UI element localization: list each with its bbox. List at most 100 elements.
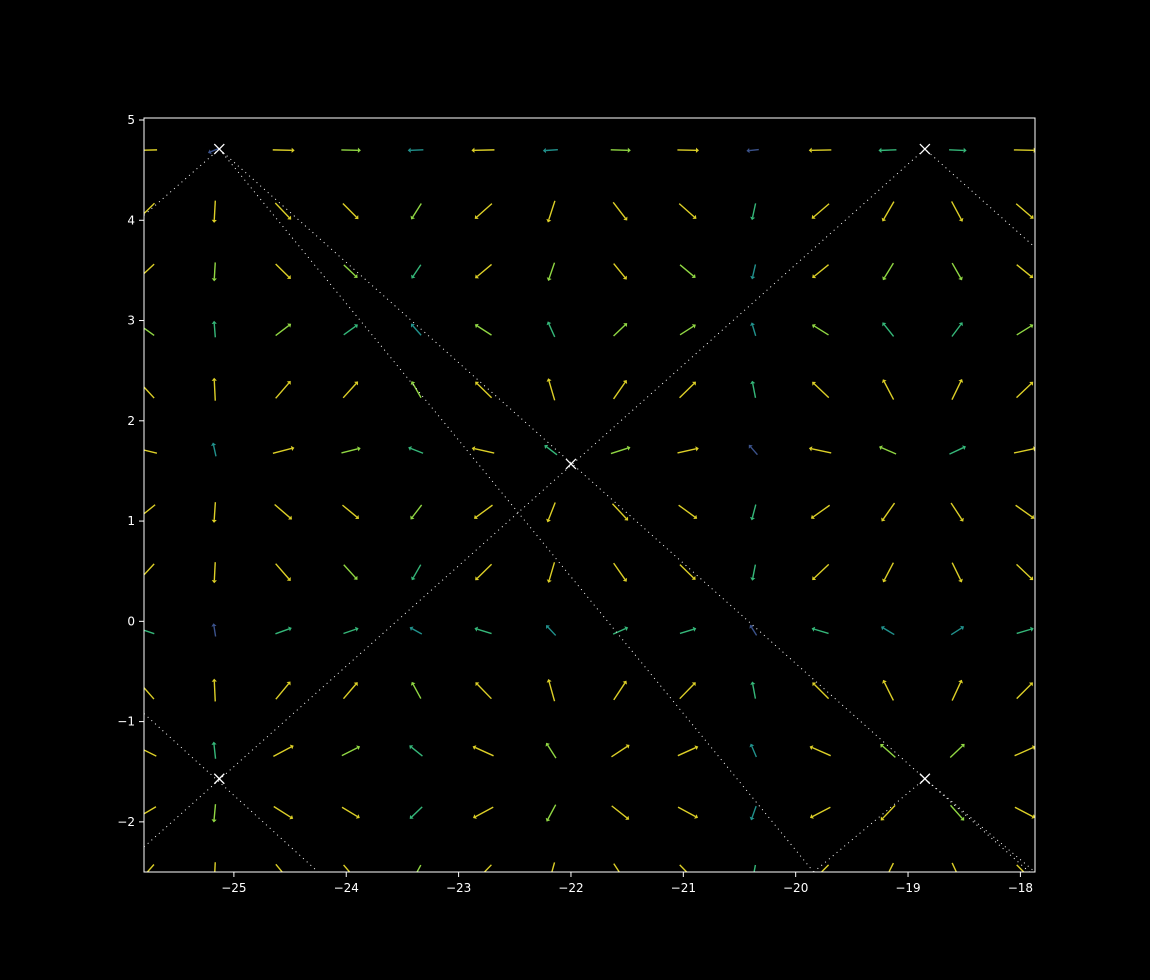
field-arrow xyxy=(613,323,628,337)
field-arrow xyxy=(211,442,217,457)
field-arrow xyxy=(880,744,896,758)
field-arrow xyxy=(546,502,556,523)
field-arrow xyxy=(343,564,358,580)
field-arrow xyxy=(146,864,155,872)
field-arrow xyxy=(144,504,156,515)
field-arrow xyxy=(144,202,155,215)
field-arrow xyxy=(342,381,359,399)
field-arrow xyxy=(546,562,556,583)
field-arrow xyxy=(613,680,627,701)
field-arrow xyxy=(410,504,423,520)
field-arrow xyxy=(546,200,556,223)
field-arrow xyxy=(474,203,493,219)
field-arrow xyxy=(811,324,829,336)
field-arrow xyxy=(144,449,158,454)
field-arrow xyxy=(546,262,556,281)
field-arrow xyxy=(211,200,217,223)
field-arrow xyxy=(812,563,830,581)
field-arrow xyxy=(551,862,556,872)
field-arrow xyxy=(408,446,424,454)
field-arrow xyxy=(144,629,155,635)
field-arrow xyxy=(679,564,696,580)
field-arrow xyxy=(748,444,758,456)
x-tick-label: −22 xyxy=(558,881,583,895)
field-arrow xyxy=(275,681,291,700)
field-arrow xyxy=(951,679,963,701)
field-arrow xyxy=(409,806,423,819)
field-arrow xyxy=(749,743,758,758)
field-arrow xyxy=(275,323,292,337)
field-arrow xyxy=(812,682,830,700)
field-arrow xyxy=(951,379,964,401)
field-arrow xyxy=(881,379,895,400)
field-arrow xyxy=(343,264,358,278)
field-arrow xyxy=(274,503,293,520)
field-arrow xyxy=(878,147,897,153)
x-axis: −25 −24 −23 −22 −21 −20 −19 −18 xyxy=(221,872,1033,895)
field-arrow xyxy=(611,744,630,758)
field-arrow xyxy=(1014,806,1035,819)
field-arrow xyxy=(1016,264,1034,279)
x-tick-label: −20 xyxy=(783,881,808,895)
field-arrow xyxy=(1016,381,1034,399)
separatrix-line xyxy=(144,148,1035,848)
field-arrow xyxy=(473,806,494,819)
field-arrow xyxy=(275,626,292,635)
field-arrow xyxy=(679,324,696,336)
field-arrow xyxy=(882,679,895,701)
field-arrow xyxy=(472,745,494,757)
y-axis: −2 −1 0 1 2 3 4 5 xyxy=(117,113,144,829)
field-arrow xyxy=(144,686,155,700)
field-arrow xyxy=(1016,323,1034,336)
field-arrow xyxy=(475,381,493,399)
field-arrow xyxy=(272,147,295,153)
field-arrow xyxy=(750,564,757,581)
field-arrow xyxy=(546,679,556,702)
field-arrow xyxy=(881,625,895,636)
field-arrow xyxy=(808,446,832,454)
x-tick-label: −19 xyxy=(895,881,920,895)
vector-field-arrows xyxy=(144,147,1035,872)
field-arrow xyxy=(750,322,757,337)
critical-point xyxy=(213,773,225,785)
field-arrow xyxy=(1016,563,1034,581)
field-arrow xyxy=(211,741,217,759)
field-arrow xyxy=(471,147,495,153)
field-arrow xyxy=(1014,745,1035,757)
y-tick-label: 4 xyxy=(127,213,135,227)
field-arrow xyxy=(750,380,757,398)
field-arrow xyxy=(542,147,558,154)
field-arrow xyxy=(949,445,966,455)
field-arrow xyxy=(416,864,422,872)
field-arrow xyxy=(610,445,631,455)
field-arrow xyxy=(746,147,759,154)
field-arrow xyxy=(611,503,629,521)
field-arrow xyxy=(274,202,292,220)
y-tick-label: 3 xyxy=(127,314,135,328)
field-arrow xyxy=(880,804,896,821)
field-arrow xyxy=(810,504,831,519)
field-arrow xyxy=(343,864,351,872)
plot-area xyxy=(144,143,1035,872)
field-arrow xyxy=(410,381,422,399)
field-arrow xyxy=(144,749,157,757)
field-arrow xyxy=(211,562,217,584)
field-arrow xyxy=(211,502,217,523)
field-arrow xyxy=(612,380,628,400)
field-arrow xyxy=(881,201,895,222)
field-arrow xyxy=(410,681,422,699)
field-arrow xyxy=(273,805,294,820)
field-arrow xyxy=(144,563,155,576)
field-arrow xyxy=(809,745,831,757)
field-arrow xyxy=(483,864,492,872)
field-arrow xyxy=(749,624,758,636)
field-arrow xyxy=(275,563,291,582)
field-arrow xyxy=(949,147,967,153)
critical-points xyxy=(213,143,931,785)
field-arrow xyxy=(613,863,621,872)
field-arrow xyxy=(678,504,698,520)
field-arrow xyxy=(410,323,422,336)
field-arrow xyxy=(678,203,697,219)
